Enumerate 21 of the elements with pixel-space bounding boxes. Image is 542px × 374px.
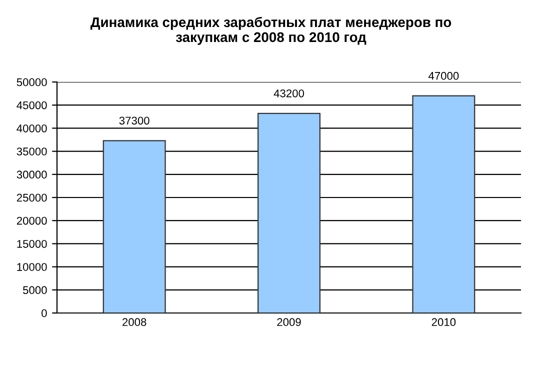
y-tick-label: 15000 xyxy=(17,240,47,248)
y-tick-label: 40000 xyxy=(16,124,47,132)
bar xyxy=(258,112,320,313)
y-tick-label: 10000 xyxy=(17,263,47,271)
x-tick-label: 2009 xyxy=(277,318,301,326)
data-label: 37300 xyxy=(119,116,150,125)
y-tick-label: 50000 xyxy=(16,78,47,86)
bar xyxy=(412,95,476,313)
x-tick-label: 2010 xyxy=(432,318,456,326)
x-tick-label: 2008 xyxy=(122,318,146,326)
data-label: 47000 xyxy=(428,72,459,80)
y-tick-label: 45000 xyxy=(16,101,47,110)
chart-title: Динамика средних заработных плат менеджеров по закупкам с 2008 по 2010 год xyxy=(90,16,452,45)
y-tick-label: 30000 xyxy=(16,170,47,179)
bar xyxy=(102,140,166,313)
y-tick-label: 5000 xyxy=(23,286,47,294)
y-tick-label: 35000 xyxy=(16,148,47,156)
y-tick-label: 0 xyxy=(42,309,47,318)
y-tick-label: 25000 xyxy=(16,194,47,202)
y-tick-label: 20000 xyxy=(16,216,47,225)
data-label: 43200 xyxy=(274,89,304,98)
